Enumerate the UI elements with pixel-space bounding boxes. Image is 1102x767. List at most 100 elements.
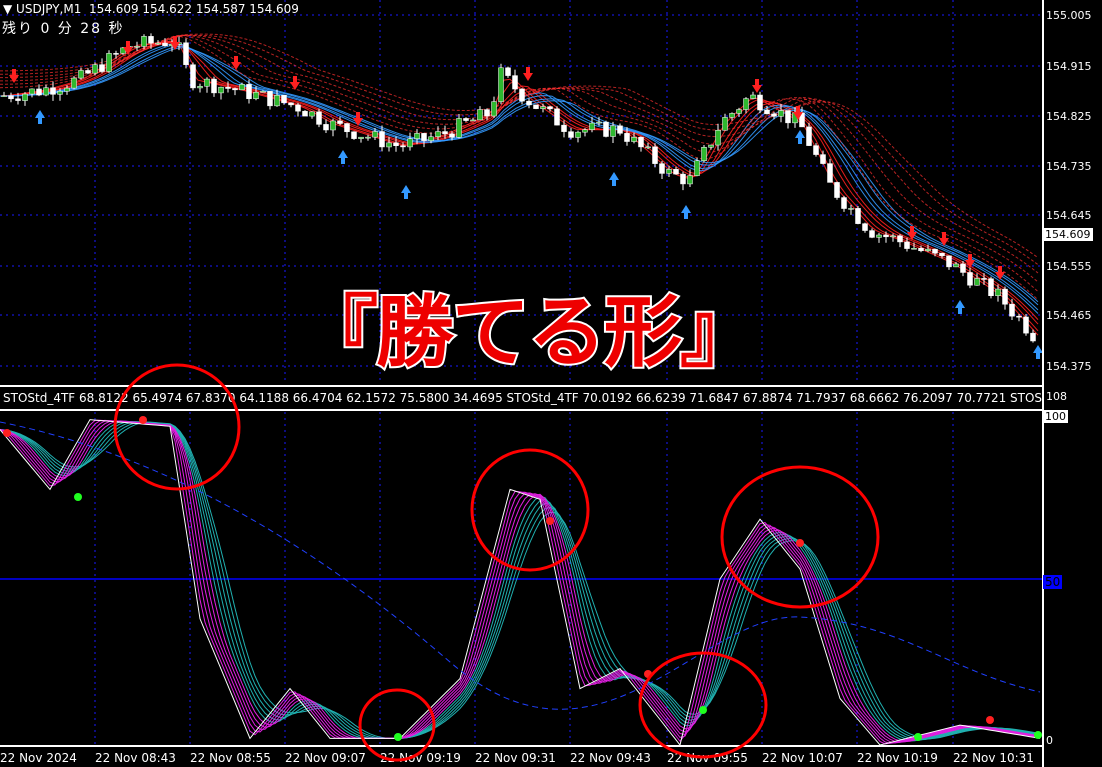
down-arrow-icon	[995, 266, 1005, 280]
candle-body	[911, 248, 917, 250]
candle-body	[22, 93, 28, 101]
down-arrow-icon	[290, 76, 300, 90]
candle-body	[1009, 304, 1015, 317]
candle-body	[134, 46, 140, 48]
candle-body	[239, 84, 245, 91]
candle-body	[967, 272, 973, 286]
candle-body	[204, 78, 210, 87]
buy-signal-dot	[914, 733, 922, 741]
candle-body	[869, 230, 875, 238]
candle-body	[953, 263, 959, 268]
candle-body	[57, 90, 63, 95]
stochastic-line	[0, 421, 1041, 741]
stochastic-line	[0, 420, 1041, 743]
candle-body	[876, 234, 882, 238]
candle-body	[421, 133, 427, 141]
up-arrow-icon	[401, 185, 411, 199]
candle-body	[162, 42, 168, 47]
candle-body	[981, 278, 987, 280]
candle-body	[295, 104, 301, 112]
stochastic-panel[interactable]	[0, 412, 1042, 747]
price-chart[interactable]	[0, 0, 1042, 384]
candle-body	[463, 118, 469, 121]
candle-body	[372, 131, 378, 138]
stochastic-line	[0, 420, 1041, 744]
candle-body	[309, 111, 315, 117]
candle-body	[260, 91, 266, 93]
indicator-axis-100: 100	[1043, 410, 1068, 423]
indicator-axis-108: 108	[1046, 390, 1067, 403]
buy-signal-dot	[1034, 731, 1042, 739]
candle-body	[638, 136, 644, 148]
candle-body	[148, 36, 154, 44]
buy-signal-dot	[74, 493, 82, 501]
candle-body	[834, 182, 840, 198]
sell-signal-dot	[644, 670, 652, 678]
sell-signal-dot	[986, 716, 994, 724]
candle-body	[491, 101, 497, 117]
candle-body	[78, 70, 84, 79]
stochastic-line	[0, 419, 1041, 744]
candle-body	[155, 42, 161, 45]
time-axis-label: 22 Nov 08:43	[95, 751, 176, 765]
dashed-moving-average	[0, 35, 1039, 301]
moving-average-line	[0, 47, 1039, 303]
candle-body	[281, 94, 287, 104]
candle-body	[1016, 315, 1022, 318]
candle-body	[932, 248, 938, 254]
candle-body	[106, 53, 112, 72]
down-arrow-icon	[523, 67, 533, 81]
indicator-axis-0: 0	[1046, 734, 1053, 747]
bar-timer: 残り 0 分 28 秒	[2, 21, 125, 37]
down-arrow-icon	[939, 232, 949, 246]
sell-signal-dot	[139, 416, 147, 424]
candle-body	[918, 248, 924, 252]
price-axis[interactable]	[1042, 0, 1102, 767]
candle-body	[813, 145, 819, 155]
candle-body	[554, 108, 560, 126]
up-arrow-icon	[35, 110, 45, 124]
candle-body	[1002, 288, 1008, 305]
candle-body	[575, 131, 581, 138]
candle-body	[722, 117, 728, 131]
candle-body	[274, 94, 280, 107]
candle-body	[470, 119, 476, 122]
candle-body	[617, 125, 623, 134]
stochastic-line	[0, 419, 1041, 745]
time-axis-label: 22 Nov 09:07	[285, 751, 366, 765]
candle-body	[92, 64, 98, 74]
candle-body	[526, 100, 532, 106]
stochastic-line	[0, 420, 1041, 743]
price-axis-label: 154.555	[1046, 260, 1092, 273]
candle-body	[736, 109, 742, 114]
down-arrow-icon	[170, 36, 180, 50]
candle-body	[36, 88, 42, 96]
candle-body	[190, 64, 196, 89]
sell-signal-dot	[3, 429, 11, 437]
candle-body	[498, 67, 504, 102]
chart-title: ▼ USDJPY,M1 154.609 154.622 154.587 154.…	[3, 2, 299, 16]
candle-body	[897, 235, 903, 243]
down-arrow-icon	[231, 56, 241, 70]
candle-body	[400, 145, 406, 148]
candle-body	[435, 131, 441, 138]
candle-body	[757, 94, 763, 111]
candle-body	[519, 88, 525, 102]
headline-annotation: 『勝てる形』	[298, 286, 760, 380]
candle-body	[890, 235, 896, 238]
candle-body	[330, 120, 336, 131]
candle-body	[925, 248, 931, 252]
candle-body	[414, 133, 420, 139]
candle-body	[85, 70, 91, 74]
candle-body	[855, 208, 861, 224]
up-arrow-icon	[795, 130, 805, 144]
candle-body	[939, 252, 945, 257]
candle-body	[547, 106, 553, 110]
down-arrow-icon	[965, 254, 975, 268]
sell-signal-dot	[546, 517, 554, 525]
candle-body	[15, 98, 21, 101]
ohlc-values: 154.609 154.622 154.587 154.609	[88, 2, 299, 16]
candle-body	[960, 263, 966, 273]
candle-body	[708, 144, 714, 148]
long-signal-line	[0, 421, 1041, 710]
